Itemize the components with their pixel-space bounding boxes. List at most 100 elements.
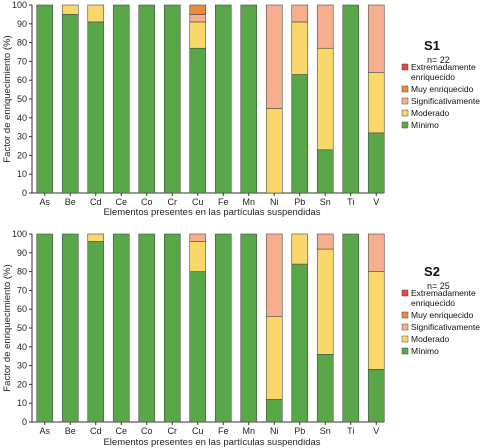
legend-label: Extremadamente enriquecido xyxy=(411,288,476,308)
x-tick-label: Cr xyxy=(168,197,178,207)
panel-title: S1 xyxy=(424,38,440,53)
chart-panel-s1: 0 10 20 30 40 50 60 70 80 90 100 As Be Cd Ce Co Cr Cu Fe Mn… xyxy=(2,0,480,218)
legend-swatch xyxy=(401,109,409,117)
bar-segment-fe xyxy=(214,4,232,194)
legend-label: Mínimo xyxy=(411,120,439,130)
y-tick-label: 50 xyxy=(17,323,27,333)
legend-label-line: enriquecido xyxy=(411,298,455,308)
bar-segment-pb xyxy=(291,74,309,194)
y-tick-label: 100 xyxy=(12,229,27,239)
legend-label-line: Moderado xyxy=(411,334,450,344)
x-tick-label: Cu xyxy=(192,197,204,207)
bar-segment-fe xyxy=(214,233,232,423)
bar-segment-cu xyxy=(189,21,207,49)
y-tick-label: 0 xyxy=(22,417,27,427)
sample-count-label: n= 22 xyxy=(427,55,450,65)
x-tick-label: Mn xyxy=(242,426,255,436)
bar-segment-as xyxy=(36,4,54,194)
legend-swatch xyxy=(401,347,409,355)
x-tick-label: Sn xyxy=(320,426,331,436)
legend-label: Extremadamente enriquecido xyxy=(411,62,476,82)
legend-label-line: Significativamente xyxy=(411,96,480,106)
x-tick-label: Fe xyxy=(218,197,229,207)
x-tick-label: As xyxy=(39,197,50,207)
x-tick-label: Ce xyxy=(115,197,127,207)
bar-segment-ni xyxy=(265,399,283,423)
bar-segment-co xyxy=(138,4,156,194)
bar-segment-sn xyxy=(316,4,334,49)
bar-segment-mn xyxy=(240,4,258,194)
y-tick-label: 20 xyxy=(17,150,27,160)
sample-count-label: n= 25 xyxy=(427,281,450,291)
bar-segment-pb xyxy=(291,21,309,75)
bar-segment-ti xyxy=(342,233,360,423)
x-tick-label: Pb xyxy=(294,197,305,207)
x-tick-label: V xyxy=(373,197,379,207)
x-axis-label: Elementos presentes en las partículas su… xyxy=(103,437,320,448)
bar-segment-be xyxy=(61,233,79,423)
bar-segment-cr xyxy=(163,4,181,194)
x-tick-label: Cd xyxy=(90,197,102,207)
bar-segment-cu xyxy=(189,241,207,272)
legend-swatch xyxy=(401,121,409,129)
bar-segment-cu xyxy=(189,14,207,23)
bar-segment-cu xyxy=(189,233,207,242)
x-tick-label: Be xyxy=(65,426,76,436)
y-tick-label: 50 xyxy=(17,94,27,104)
bar-segment-cu xyxy=(189,4,207,15)
legend-label: Significativamente xyxy=(411,96,480,106)
bar-segment-cd xyxy=(87,4,105,23)
x-tick-label: Be xyxy=(65,197,76,207)
x-tick-label: Cr xyxy=(168,426,178,436)
legend-label: Moderado xyxy=(411,108,450,118)
y-tick-label: 30 xyxy=(17,361,27,371)
legend-label: Muy enriquecido xyxy=(411,310,474,320)
x-axis-label: Elementos presentes en las partículas su… xyxy=(103,207,320,218)
bar-segment-cd xyxy=(87,241,105,423)
bar-segment-v xyxy=(367,132,385,194)
bar-segment-pb xyxy=(291,4,309,23)
y-tick-label: 20 xyxy=(17,379,27,389)
y-tick-label: 60 xyxy=(17,304,27,314)
legend-label-line: Extremadamente xyxy=(411,288,476,298)
bar-segment-cr xyxy=(163,233,181,423)
legend-label-line: Muy enriquecido xyxy=(411,310,474,320)
legend-label-line: Mínimo xyxy=(411,346,439,356)
bar-segment-be xyxy=(61,4,79,15)
legend-label-line: enriquecido xyxy=(411,72,455,82)
y-tick-label: 40 xyxy=(17,342,27,352)
y-tick-label: 90 xyxy=(17,248,27,258)
x-tick-label: Sn xyxy=(320,197,331,207)
bar-segment-be xyxy=(61,14,79,194)
legend-label-line: Extremadamente xyxy=(411,62,476,72)
legend: Extremadamente enriquecido Muy enriquecido… xyxy=(401,62,480,130)
x-tick-label: Ti xyxy=(347,426,354,436)
x-tick-label: Ce xyxy=(115,426,127,436)
x-tick-label: Pb xyxy=(294,426,305,436)
x-tick-label: Ti xyxy=(347,197,354,207)
y-tick-label: 40 xyxy=(17,113,27,123)
bar-segment-cd xyxy=(87,233,105,242)
bar-segment-mn xyxy=(240,233,258,423)
bar-segment-sn xyxy=(316,47,334,151)
x-tick-label: V xyxy=(373,426,379,436)
bar-segment-v xyxy=(367,271,385,370)
bar-segment-sn xyxy=(316,248,334,355)
bar-segment-sn xyxy=(316,354,334,423)
y-tick-label: 10 xyxy=(17,398,27,408)
y-axis-label: Factor de enriquecimiento (%) xyxy=(2,35,13,162)
panel-title: S2 xyxy=(424,264,440,279)
legend-swatch xyxy=(401,323,409,331)
bar-segment-sn xyxy=(316,233,334,250)
legend-label: Muy enriquecido xyxy=(411,84,474,94)
bar-segment-ti xyxy=(342,4,360,194)
legend-label-line: Mínimo xyxy=(411,120,439,130)
bar-segment-pb xyxy=(291,233,309,265)
y-tick-label: 30 xyxy=(17,132,27,142)
bar-segment-sn xyxy=(316,149,334,194)
bar-segment-v xyxy=(367,72,385,134)
bar-segment-ni xyxy=(265,4,283,109)
y-tick-label: 70 xyxy=(17,285,27,295)
y-tick-label: 10 xyxy=(17,169,27,179)
y-tick-label: 0 xyxy=(22,188,27,198)
